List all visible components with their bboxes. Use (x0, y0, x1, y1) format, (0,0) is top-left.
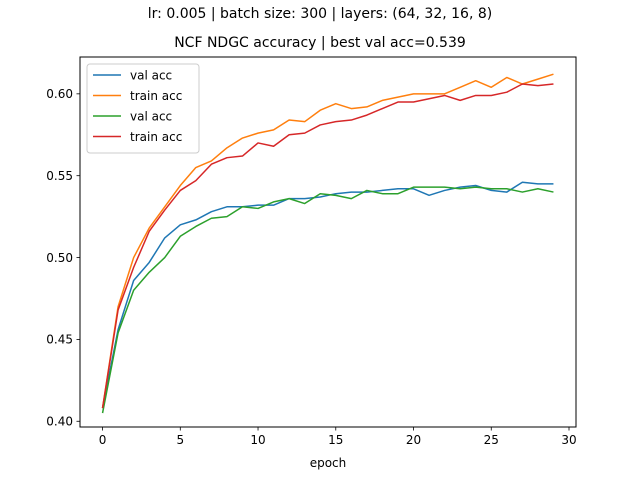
x-tick-label: 20 (406, 433, 421, 447)
series-layer (101, 73, 554, 414)
chart-title: NCF NDGC accuracy | best val acc=0.539 (174, 35, 466, 51)
legend-label: train acc (130, 130, 182, 144)
x-axis-label: epoch (310, 456, 347, 470)
legend-label: val acc (130, 68, 172, 82)
x-tick-label: 30 (561, 433, 576, 447)
x-tick-label: 0 (99, 433, 107, 447)
x-tick-label: 25 (484, 433, 499, 447)
legend-box (86, 63, 200, 154)
series-line-3 (101, 186, 554, 414)
x-tick-label: 10 (250, 433, 265, 447)
legend-label: val acc (130, 109, 172, 123)
x-axis: 0 5 10 15 20 25 30 (99, 427, 577, 447)
y-tick-label: 0.50 (46, 251, 73, 265)
x-tick-label: 15 (328, 433, 343, 447)
y-tick-label: 0.55 (46, 169, 73, 183)
x-tick-label: 5 (176, 433, 184, 447)
y-tick-label: 0.45 (46, 333, 73, 347)
y-axis: 0.40 0.45 0.50 0.55 0.60 (46, 87, 80, 429)
legend: val acc train acc val acc train acc (86, 63, 200, 154)
y-tick-label: 0.40 (46, 415, 73, 429)
series-line-2 (101, 73, 554, 409)
series-line-1 (101, 181, 554, 409)
y-tick-label: 0.60 (46, 87, 73, 101)
legend-label: train acc (130, 89, 182, 103)
chart-suptitle: lr: 0.005 | batch size: 300 | layers: (6… (147, 6, 493, 22)
axes-frame (79, 56, 577, 428)
series-line-4 (101, 83, 554, 409)
